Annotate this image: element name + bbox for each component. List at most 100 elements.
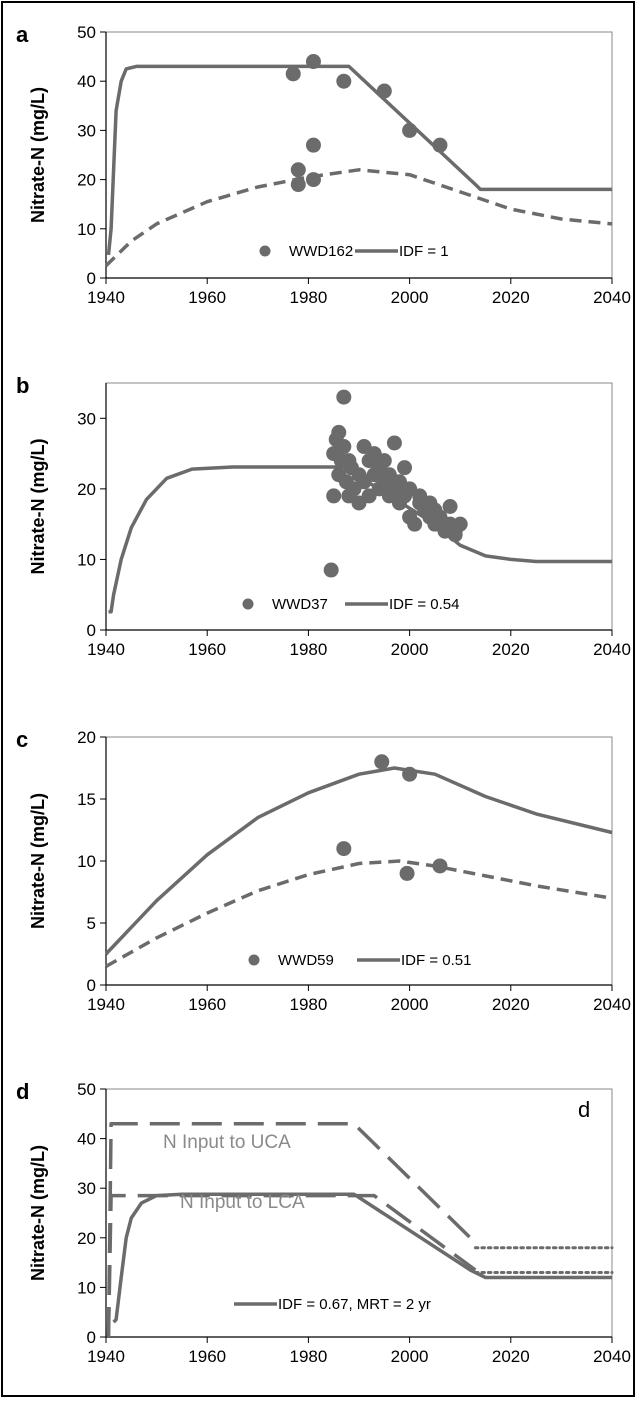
y-tick-label: 5 — [87, 914, 96, 933]
y-tick-label: 10 — [77, 550, 96, 569]
y-tick-label: 20 — [77, 1229, 96, 1248]
data-point — [336, 389, 352, 405]
x-tick-label: 2040 — [593, 995, 631, 1014]
y-tick-label: 30 — [77, 1179, 96, 1198]
y-axis-label: Nitrate-N (mg/L) — [28, 1145, 48, 1281]
y-tick-label: 10 — [77, 1278, 96, 1297]
y-tick-label: 40 — [77, 1130, 96, 1149]
x-tick-label: 1940 — [87, 995, 125, 1014]
y-tick-label: 30 — [77, 121, 96, 140]
data-point — [386, 435, 402, 451]
legend: IDF = 0.67, MRT = 2 yr — [234, 1296, 431, 1313]
series-line — [106, 1193, 477, 1338]
x-tick-label: 2020 — [492, 995, 530, 1014]
y-tick-label: 30 — [77, 409, 96, 428]
legend-marker — [242, 598, 254, 610]
legend-marker — [259, 245, 271, 257]
x-tick-label: 1980 — [289, 995, 327, 1014]
panel-label: a — [16, 22, 29, 47]
plot-area — [105, 31, 613, 279]
panel-a: 1940 1960 1980 2000 2020 2040 0 10 20 30 40 50 Nitra… — [16, 22, 631, 307]
data-point — [285, 66, 301, 82]
legend-label: WWD59 — [278, 952, 334, 969]
series-line — [112, 1192, 612, 1324]
y-axis-label: Nitrate-N (mg/L) — [28, 793, 48, 929]
x-tick-label: 1980 — [289, 640, 327, 659]
x-tick-label: 2000 — [391, 1347, 429, 1366]
x-tick-label: 2040 — [593, 1347, 631, 1366]
series-line — [105, 859, 613, 968]
x-tick-label: 1960 — [188, 995, 226, 1014]
x-tick-label: 2020 — [492, 1347, 530, 1366]
x-tick-label: 1980 — [289, 1347, 327, 1366]
corner-label: d — [578, 1097, 590, 1122]
panel-b: 1940 1960 1980 2000 2020 2040 0 10 20 30 Nitrate-N… — [16, 373, 631, 659]
legend-marker — [248, 954, 260, 966]
data-point — [452, 516, 468, 532]
y-tick-label: 0 — [87, 1328, 96, 1347]
y-tick-label: 0 — [87, 976, 96, 995]
series-line — [108, 465, 612, 614]
data-point — [331, 424, 347, 440]
x-tick-label: 1940 — [87, 288, 125, 307]
y-tick-label: 50 — [77, 1080, 96, 1099]
data-point — [336, 841, 352, 857]
x-tick-label: 1960 — [188, 1347, 226, 1366]
y-tick-label: 40 — [77, 72, 96, 91]
annotation-uca: N Input to UCA — [163, 1132, 291, 1153]
panel-label: d — [16, 1079, 29, 1104]
x-tick-label: 2020 — [492, 640, 530, 659]
data-point — [326, 488, 342, 504]
data-point — [407, 516, 423, 532]
y-tick-label: 20 — [77, 728, 96, 747]
y-axis-label: Nitrate-N (mg/L) — [28, 439, 48, 575]
legend: WWD59 IDF = 0.51 — [248, 952, 471, 969]
data-point — [397, 460, 413, 476]
panel-label: c — [16, 727, 28, 752]
data-point — [305, 137, 321, 153]
x-tick-label: 1960 — [188, 288, 226, 307]
panel-c: 1940 1960 1980 2000 2020 2040 0 5 10 15 20 Nitrate-… — [16, 727, 631, 1014]
x-tick-label: 1940 — [87, 640, 125, 659]
legend: WWD162 IDF = 1 — [259, 243, 449, 260]
data-point — [442, 499, 458, 514]
legend-label: IDF = 1 — [399, 243, 449, 260]
legend-label: WWD37 — [272, 596, 328, 613]
x-tick-label: 2040 — [593, 288, 631, 307]
series-line — [104, 168, 613, 267]
y-tick-label: 20 — [77, 480, 96, 499]
x-tick-label: 2040 — [593, 640, 631, 659]
panel-label: b — [16, 373, 29, 398]
x-tick-label: 1960 — [188, 640, 226, 659]
data-point — [374, 754, 390, 770]
data-point — [323, 562, 339, 578]
x-tick-label: 2000 — [391, 288, 429, 307]
y-tick-label: 50 — [77, 23, 96, 42]
data-point — [290, 162, 306, 178]
x-tick-label: 2000 — [391, 995, 429, 1014]
data-point — [399, 865, 415, 881]
y-tick-label: 10 — [77, 852, 96, 871]
data-point — [376, 453, 392, 469]
y-tick-label: 15 — [77, 790, 96, 809]
y-tick-label: 20 — [77, 171, 96, 190]
y-tick-label: 10 — [77, 220, 96, 239]
y-tick-label: 0 — [87, 621, 96, 640]
x-tick-label: 2020 — [492, 288, 530, 307]
data-point — [432, 858, 448, 874]
legend: WWD37 IDF = 0.54 — [242, 596, 459, 613]
legend-label: WWD162 — [289, 243, 353, 260]
data-point — [336, 73, 352, 89]
legend-label: IDF = 0.51 — [401, 952, 471, 969]
legend-label: IDF = 0.67, MRT = 2 yr — [278, 1296, 431, 1313]
series-line — [104, 766, 613, 956]
y-tick-label: 0 — [87, 269, 96, 288]
legend-label: IDF = 0.54 — [389, 596, 459, 613]
x-tick-label: 2000 — [391, 640, 429, 659]
annotation-lca: N Input to LCA — [180, 1192, 305, 1213]
x-tick-label: 1980 — [289, 288, 327, 307]
y-axis-label: Nitrate-N (mg/L) — [28, 87, 48, 223]
panel-d: 1940 1960 1980 2000 2020 2040 0 10 20 30 40 50 Nitra… — [16, 1079, 631, 1366]
